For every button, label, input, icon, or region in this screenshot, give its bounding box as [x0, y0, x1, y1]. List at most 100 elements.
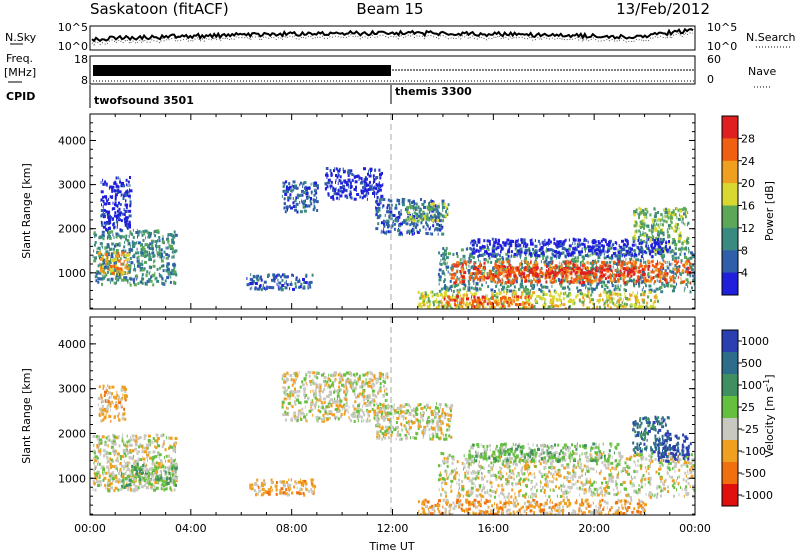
- heatmap-cell: [639, 275, 642, 279]
- heatmap-cell: [104, 275, 107, 278]
- heatmap-cell: [139, 268, 142, 272]
- heatmap-cell: [407, 199, 411, 203]
- heatmap-cell: [575, 259, 579, 263]
- heatmap-cell: [521, 301, 525, 305]
- heatmap-cell: [578, 289, 582, 293]
- heatmap-cell: [478, 301, 482, 305]
- heatmap-cell: [363, 194, 367, 198]
- heatmap-cell: [559, 252, 562, 256]
- heatmap-cell: [445, 210, 447, 214]
- heatmap-cell: [641, 233, 644, 236]
- heatmap-cell: [539, 268, 542, 272]
- heatmap-cell: [287, 208, 288, 212]
- heatmap-cell: [116, 243, 119, 247]
- heatmap-cell: [672, 267, 674, 271]
- heatmap-cell: [154, 230, 158, 233]
- heatmap-cell: [470, 304, 474, 308]
- heatmap-cell: [109, 462, 112, 466]
- heatmap-cell: [92, 488, 94, 491]
- heatmap-cell: [463, 278, 465, 282]
- heatmap-cell: [457, 275, 458, 279]
- heatmap-cell: [149, 270, 151, 274]
- heatmap-cell: [467, 260, 470, 264]
- heatmap-cell: [286, 190, 289, 194]
- heatmap-cell: [439, 205, 440, 209]
- heatmap-cell: [585, 279, 588, 283]
- heatmap-cell: [116, 216, 120, 220]
- heatmap-cell: [348, 171, 352, 175]
- heatmap-cell: [108, 234, 111, 238]
- heatmap-cell: [584, 254, 588, 257]
- heatmap-cell: [154, 277, 156, 281]
- heatmap-cell: [436, 222, 440, 226]
- heatmap-cell: [643, 223, 646, 227]
- heatmap-cell: [483, 299, 485, 303]
- heatmap-cell: [575, 280, 578, 284]
- heatmap-cell: [96, 270, 98, 273]
- heatmap-cell: [382, 219, 385, 223]
- heatmap-cell: [127, 184, 129, 187]
- heatmap-cell: [629, 257, 633, 261]
- heatmap-cell: [497, 302, 500, 306]
- heatmap-cell: [130, 436, 132, 439]
- heatmap-cell: [128, 248, 132, 252]
- heatmap-cell: [169, 465, 172, 469]
- heatmap-cell: [647, 307, 651, 309]
- heatmap-cell: [132, 235, 135, 239]
- heatmap-cell: [532, 266, 536, 270]
- heatmap-cell: [561, 268, 563, 272]
- heatmap-cell: [660, 213, 663, 217]
- heatmap-cell: [541, 253, 545, 257]
- heatmap-cell: [541, 285, 545, 289]
- heatmap-cell: [142, 263, 144, 267]
- heatmap-cell: [502, 290, 505, 294]
- heatmap-cell: [161, 254, 164, 258]
- heatmap-cell: [137, 457, 140, 461]
- heatmap-cell: [634, 296, 638, 300]
- heatmap-cell: [275, 274, 278, 278]
- heatmap-cell: [492, 249, 495, 253]
- heatmap-cell: [455, 298, 457, 302]
- heatmap-cell: [584, 276, 588, 280]
- heatmap-cell: [657, 211, 660, 214]
- heatmap-cell: [252, 274, 255, 278]
- heatmap-cell: [143, 232, 146, 236]
- heatmap-cell: [574, 268, 577, 272]
- heatmap-cell: [577, 266, 581, 270]
- heatmap-cell: [412, 199, 415, 203]
- heatmap-cell: [439, 214, 441, 218]
- heatmap-cell: [538, 272, 541, 276]
- heatmap-cell: [606, 255, 609, 258]
- heatmap-cell: [437, 300, 441, 304]
- heatmap-cell: [356, 193, 360, 196]
- heatmap-cell: [432, 300, 435, 304]
- heatmap-cell: [108, 186, 110, 190]
- heatmap-cell: [639, 226, 642, 230]
- heatmap-cell: [625, 262, 627, 266]
- heatmap-cell: [129, 204, 132, 208]
- heatmap-cell: [602, 263, 605, 266]
- heatmap-cell: [146, 453, 149, 457]
- heatmap-cell: [566, 249, 567, 253]
- heatmap-cell: [661, 218, 663, 222]
- heatmap-cell: [448, 296, 451, 300]
- heatmap-cell: [542, 240, 545, 244]
- heatmap-cell: [122, 184, 126, 188]
- heatmap-cell: [623, 253, 626, 256]
- heatmap-cell: [123, 260, 125, 263]
- heatmap-cell: [269, 286, 273, 289]
- heatmap-cell: [547, 243, 549, 247]
- heatmap-cell: [449, 272, 451, 276]
- heatmap-cell: [303, 186, 306, 190]
- heatmap-cell: [530, 289, 532, 293]
- heatmap-cell: [603, 306, 606, 309]
- heatmap-cell: [100, 253, 103, 257]
- heatmap-cell: [425, 217, 429, 221]
- heatmap-cell: [124, 217, 127, 221]
- heatmap-cell: [613, 297, 615, 300]
- heatmap-cell: [599, 251, 601, 255]
- heatmap-cell: [617, 286, 620, 289]
- heatmap-cell: [490, 260, 493, 264]
- heatmap-cell: [133, 283, 137, 287]
- heatmap-cell: [484, 297, 487, 301]
